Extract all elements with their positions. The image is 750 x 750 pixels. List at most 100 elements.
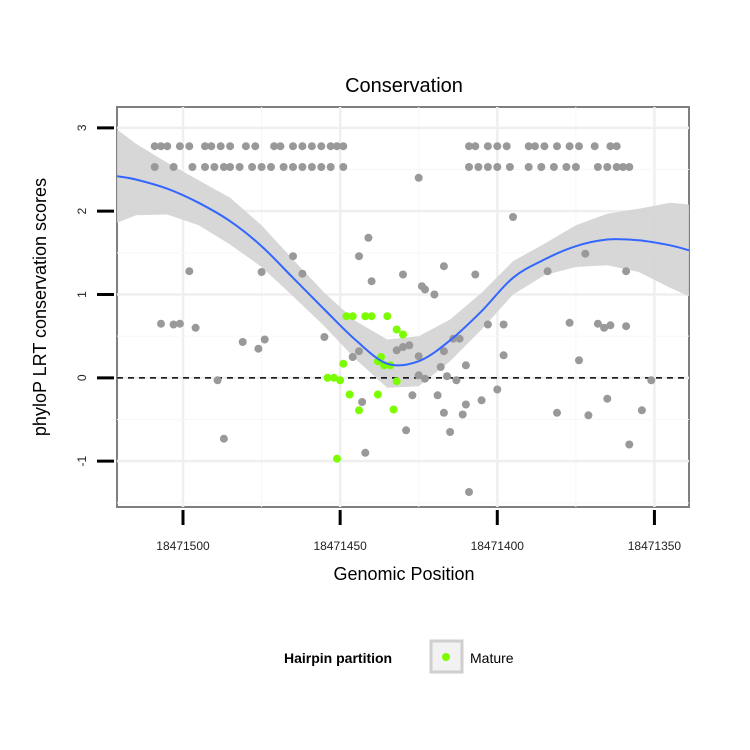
data-point — [169, 320, 178, 329]
data-point — [600, 323, 609, 332]
data-point — [402, 426, 411, 435]
data-point — [358, 398, 367, 406]
data-point — [251, 142, 260, 151]
data-point — [625, 440, 634, 449]
x-axis-title: Genomic Position — [333, 564, 474, 584]
mature-point — [355, 406, 363, 415]
smooth-line-layer — [116, 175, 690, 367]
data-point — [606, 321, 615, 330]
mature-point — [342, 312, 351, 321]
mature-point — [383, 312, 392, 321]
data-point — [175, 142, 184, 151]
data-point — [612, 142, 621, 151]
data-point — [593, 163, 602, 171]
data-point — [355, 347, 363, 356]
data-point — [289, 252, 297, 261]
data-point — [603, 163, 612, 171]
data-point — [226, 163, 235, 171]
data-point — [647, 376, 656, 385]
data-point — [298, 142, 307, 151]
data-point — [483, 320, 492, 329]
data-point — [421, 374, 429, 383]
data-point — [603, 394, 612, 403]
data-point — [226, 142, 235, 151]
data-point — [421, 285, 429, 294]
data-point — [458, 410, 467, 419]
data-point — [307, 142, 316, 151]
mature-point — [348, 312, 357, 321]
data-point — [584, 411, 593, 420]
mature-point — [367, 312, 376, 321]
data-point — [317, 163, 326, 171]
data-point — [257, 163, 266, 171]
points-layer — [150, 142, 656, 496]
data-point — [452, 376, 461, 385]
x-tick-label: 18471500 — [156, 539, 210, 553]
data-point — [483, 142, 492, 151]
y-tick-label: 2 — [75, 208, 89, 215]
data-point — [553, 408, 561, 417]
data-point — [364, 233, 373, 242]
data-point — [219, 434, 228, 443]
data-point — [443, 372, 451, 381]
data-point — [414, 371, 423, 380]
axes-layer: 18471500 18471450 18471400 18471350 -1 0 1 2 3 — [75, 124, 681, 553]
data-point — [499, 351, 508, 360]
legend: Hairpin partition Mature — [284, 639, 514, 674]
mature-point — [345, 390, 354, 399]
data-point — [446, 428, 455, 436]
data-point — [175, 319, 184, 328]
data-point — [238, 338, 247, 346]
data-point — [276, 142, 285, 151]
data-point — [575, 142, 583, 151]
data-point — [298, 163, 307, 171]
data-point — [493, 142, 502, 151]
data-point — [241, 142, 250, 151]
legend-key-dot — [442, 653, 450, 661]
y-tick-label: -1 — [75, 456, 89, 467]
data-point — [414, 352, 423, 361]
data-point — [471, 142, 480, 151]
data-point — [439, 262, 448, 271]
data-point — [562, 163, 571, 171]
mature-point — [339, 359, 348, 368]
y-tick-label: 0 — [75, 374, 89, 381]
data-point — [537, 163, 546, 171]
data-point — [590, 142, 599, 151]
data-point — [439, 408, 448, 417]
data-point — [333, 142, 341, 151]
data-point — [317, 142, 326, 151]
data-point — [219, 163, 228, 171]
data-point — [474, 163, 483, 171]
data-point — [619, 163, 627, 171]
chart-title: Conservation — [345, 75, 463, 97]
plot-panel — [116, 106, 690, 508]
data-point — [549, 163, 558, 171]
data-point — [461, 361, 470, 370]
data-point — [493, 163, 502, 171]
mature-point — [323, 373, 332, 382]
x-tick-label: 18471350 — [628, 539, 682, 553]
data-point — [257, 268, 266, 276]
data-point — [622, 267, 631, 276]
data-point — [593, 319, 602, 328]
confidence-ribbon-layer — [117, 129, 689, 388]
mature-point — [399, 330, 407, 339]
mature-point — [333, 454, 341, 463]
data-point — [201, 142, 209, 151]
data-point — [157, 142, 165, 151]
data-point — [216, 142, 225, 151]
mature-point — [361, 312, 370, 321]
data-point — [575, 356, 583, 365]
mature-point — [392, 377, 401, 386]
data-point — [213, 376, 222, 385]
mature-point — [336, 376, 345, 385]
data-point — [509, 213, 517, 221]
data-point — [188, 163, 197, 171]
y-tick-label: 3 — [75, 124, 89, 131]
data-point — [439, 347, 448, 356]
mature-point — [329, 373, 338, 382]
data-point — [414, 173, 423, 182]
data-point — [433, 391, 442, 400]
data-point — [157, 319, 165, 328]
